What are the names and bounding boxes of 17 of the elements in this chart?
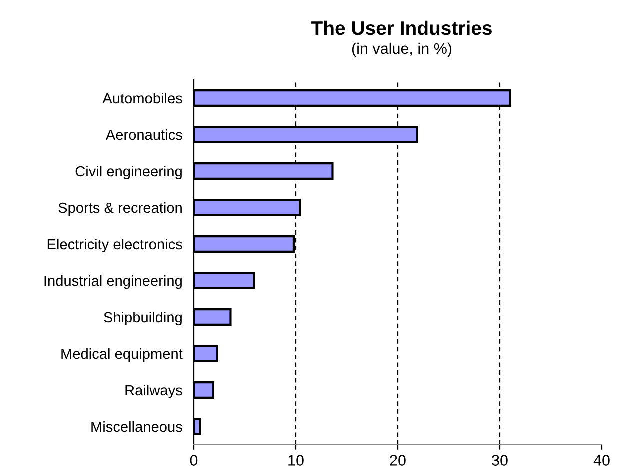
x-tick-label: 40 [594,455,610,466]
y-tick-label: Medical equipment [62,348,183,362]
chart-subtitle: (in value, in %) [352,42,452,58]
chart-title: The User Industries [311,20,492,36]
x-tick-label: 0 [190,455,198,466]
y-tick-label: Shipbuilding [104,312,182,326]
y-tick-label: Electricity electronics [48,238,182,253]
x-tick-label: 10 [288,455,304,466]
y-tick-label: Industrial engineering [44,275,182,290]
y-tick-label: Miscellaneous [92,421,182,432]
y-tick-label: Sports & recreation [58,202,182,216]
x-tick-label: 30 [492,455,508,466]
y-tick-label: Railways [126,384,182,399]
y-tick-label: Aeronautics [106,129,182,140]
y-tick-label: Automobiles [102,92,182,104]
x-tick-label: 20 [390,455,406,466]
y-tick-label: Civil engineering [76,166,182,180]
